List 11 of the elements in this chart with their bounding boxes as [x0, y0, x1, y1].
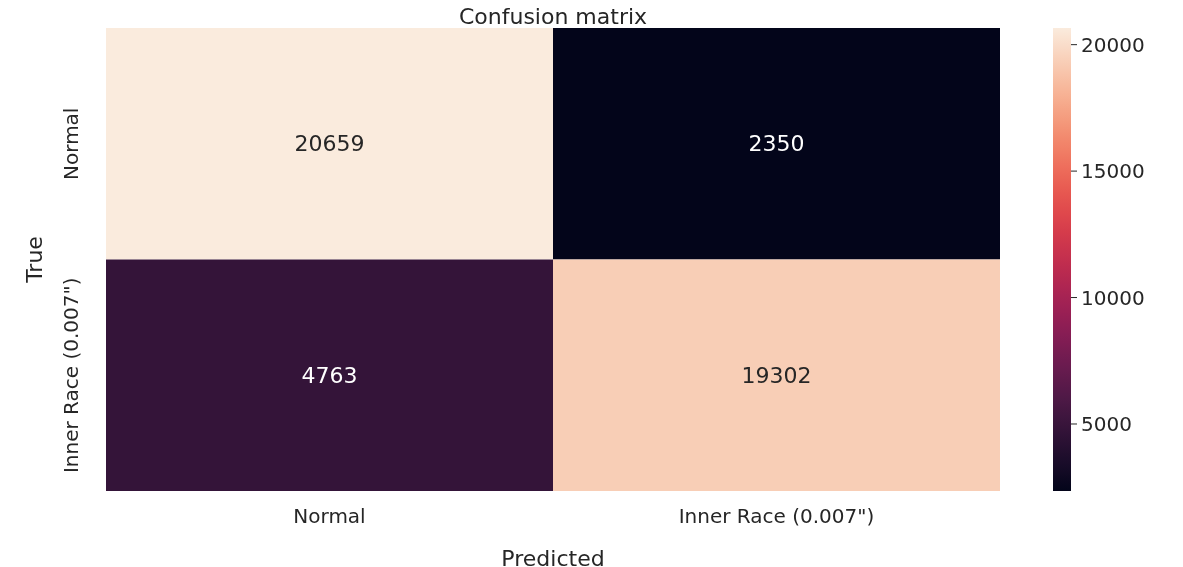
data-label: 20659: [294, 131, 365, 157]
chart-title: Confusion matrix: [458, 4, 648, 29]
data-label: 19302: [741, 362, 812, 388]
color-bar-label: 15000: [1081, 159, 1145, 184]
x-axis-title: Predicted: [501, 546, 605, 567]
y-axis-title: True: [22, 236, 47, 284]
color-bar-label: 10000: [1081, 285, 1145, 310]
color-bar-label: 20000: [1081, 32, 1145, 57]
data-label: 4763: [301, 362, 358, 388]
data-label: 2350: [748, 131, 805, 157]
color-bar-label: 5000: [1081, 411, 1132, 436]
